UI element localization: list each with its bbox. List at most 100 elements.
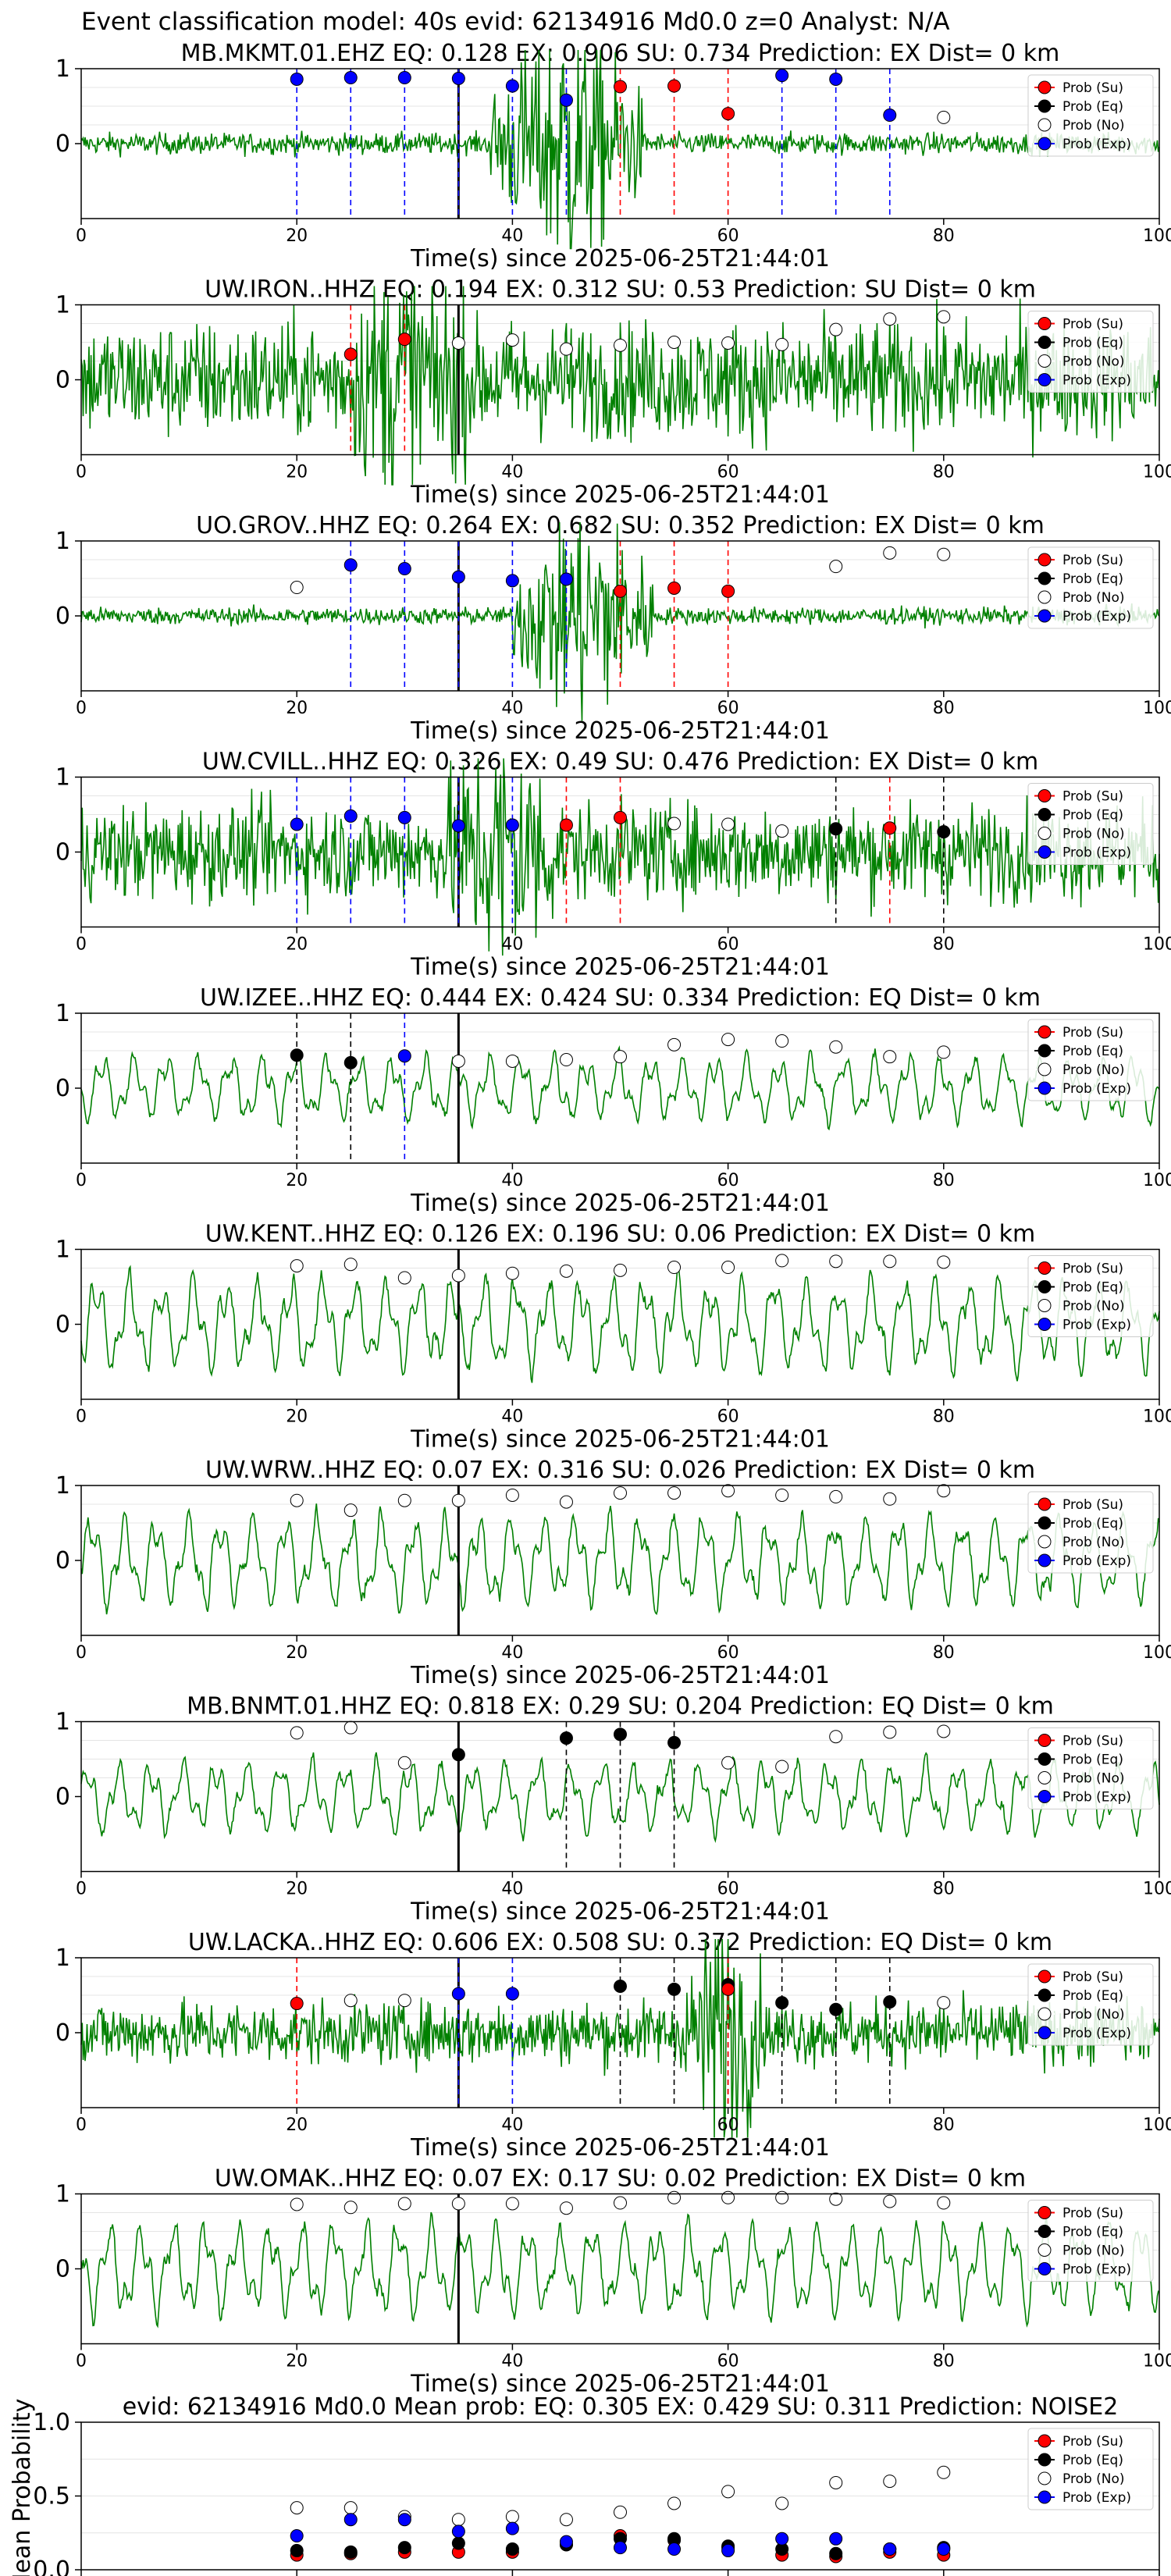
panel-title: UW.IRON..HHZ EQ: 0.194 EX: 0.312 SU: 0.5…	[205, 276, 1036, 304]
prob-point-no	[667, 817, 682, 831]
x-tick-label: 20	[286, 2115, 308, 2135]
y-tick-label: 0	[55, 367, 70, 394]
y-tick-label: 0	[55, 130, 70, 158]
x-tick-label: 60	[717, 2352, 739, 2371]
legend-marker-su	[1038, 1261, 1052, 1275]
prob-point-no	[829, 2192, 843, 2206]
prob-point-eq	[829, 822, 843, 836]
legend-label-no: Prob (No)	[1062, 2243, 1125, 2259]
legend-marker-no	[1038, 354, 1052, 368]
legend-label-eq: Prob (Eq)	[1062, 1280, 1123, 1296]
legend-label-exp: Prob (Exp)	[1062, 137, 1131, 152]
prob-point-exp	[343, 809, 358, 823]
mean-prob-point-no	[829, 2475, 843, 2489]
legend-marker-eq	[1038, 1280, 1052, 1293]
prob-point-no	[667, 1486, 682, 1500]
panel-title: evid: 62134916 Md0.0 Mean prob: EQ: 0.30…	[123, 2393, 1119, 2421]
prob-point-no	[721, 1261, 735, 1275]
mean-prob-point-exp	[290, 2529, 304, 2543]
legend-label-no: Prob (No)	[1062, 354, 1125, 370]
x-tick-label: 100	[1143, 463, 1171, 482]
mean-prob-point-no	[290, 2501, 304, 2515]
mean-prob-point-exp	[829, 2532, 843, 2546]
y-tick-label: 0	[55, 1075, 70, 1102]
prob-point-exp	[505, 574, 519, 588]
legend-marker-su	[1038, 80, 1052, 94]
y-tick-label: 1	[55, 292, 70, 319]
legend-label-eq: Prob (Eq)	[1062, 99, 1123, 115]
x-tick-label: 80	[933, 1171, 955, 1190]
x-tick-label: 100	[1143, 2115, 1171, 2135]
x-axis-label: Time(s) since 2025-06-25T21:44:01	[410, 245, 830, 272]
mean-prob-point-no	[505, 2510, 519, 2524]
prob-point-exp	[397, 810, 411, 824]
prob-point-exp	[343, 71, 358, 85]
prob-point-no	[614, 338, 627, 352]
y-tick-label: 0.5	[33, 2483, 70, 2510]
panels: MB.MKMT.01.EHZ EQ: 0.128 EX: 0.906 SU: 0…	[9, 40, 1171, 2576]
prob-point-no	[343, 1258, 358, 1272]
prob-point-exp	[451, 570, 465, 584]
prob-point-exp	[290, 72, 304, 86]
prob-point-no	[829, 322, 843, 336]
x-tick-label: 80	[933, 699, 955, 718]
x-tick-label: 60	[717, 226, 739, 246]
prob-point-eq	[343, 1055, 358, 1069]
legend-marker-su	[1038, 553, 1052, 567]
prob-point-no	[667, 1261, 682, 1275]
y-axis-label: Mean Probability	[9, 2399, 36, 2576]
legend-label-su: Prob (Su)	[1062, 1261, 1123, 1277]
prob-point-exp	[775, 69, 789, 83]
x-tick-label: 20	[286, 2352, 308, 2371]
legend-label-no: Prob (No)	[1062, 827, 1125, 842]
prob-point-no	[505, 1488, 519, 1502]
legend-label-exp: Prob (Exp)	[1062, 845, 1131, 861]
y-tick-label: 0	[55, 2256, 70, 2283]
legend-label-eq: Prob (Eq)	[1062, 336, 1123, 351]
prob-point-no	[721, 817, 735, 831]
prob-point-no	[505, 1266, 519, 1280]
x-tick-label: 100	[1143, 1171, 1171, 1190]
x-tick-label: 40	[501, 1880, 523, 1899]
prob-point-no	[937, 1045, 951, 1059]
legend-label-eq: Prob (Eq)	[1062, 1516, 1123, 1532]
x-tick-label: 40	[501, 463, 523, 482]
mean-prob-point-no	[559, 2513, 573, 2527]
prob-point-no	[775, 1759, 789, 1774]
prob-point-no	[883, 2194, 897, 2208]
prob-point-su	[721, 107, 735, 121]
legend-box	[1027, 1963, 1154, 2046]
x-tick-label: 0	[76, 1407, 87, 1427]
legend-label-su: Prob (Su)	[1062, 2206, 1123, 2222]
x-tick-label: 40	[501, 699, 523, 718]
prob-point-no	[829, 1040, 843, 1054]
prob-point-no	[883, 1492, 897, 1506]
legend-box	[1027, 1019, 1154, 1101]
mean-prob-point-eq	[505, 2542, 519, 2556]
legend-box	[1027, 546, 1154, 629]
prob-point-no	[721, 2190, 735, 2204]
mean-prob-point-exp	[775, 2532, 789, 2546]
legend-box	[1027, 311, 1154, 393]
x-tick-label: 0	[76, 1171, 87, 1190]
legend-label-no: Prob (No)	[1062, 118, 1125, 133]
mean-prob-point-exp	[343, 2513, 358, 2527]
prob-point-no	[290, 581, 304, 595]
prob-point-exp	[451, 71, 465, 85]
prob-point-no	[937, 310, 951, 324]
legend-label-eq: Prob (Eq)	[1062, 571, 1123, 587]
prob-point-no	[451, 1054, 465, 1068]
prob-point-no	[614, 1486, 627, 1500]
legend-marker-eq	[1038, 99, 1052, 113]
legend-marker-no	[1038, 1535, 1052, 1549]
waveform-trace	[80, 1938, 1160, 2138]
legend-marker-exp	[1038, 2490, 1052, 2504]
x-tick-label: 100	[1143, 1880, 1171, 1899]
panel-6: UW.WRW..HHZ EQ: 0.07 EX: 0.316 SU: 0.026…	[55, 1457, 1171, 1689]
y-tick-label: 0	[55, 1784, 70, 1811]
mean-prob-point-exp	[614, 2541, 627, 2555]
prob-point-no	[829, 1730, 843, 1744]
mean-prob-point-no	[451, 2513, 465, 2527]
y-tick-label: 1	[55, 1709, 70, 1736]
panel-title: MB.MKMT.01.EHZ EQ: 0.128 EX: 0.906 SU: 0…	[181, 40, 1060, 67]
